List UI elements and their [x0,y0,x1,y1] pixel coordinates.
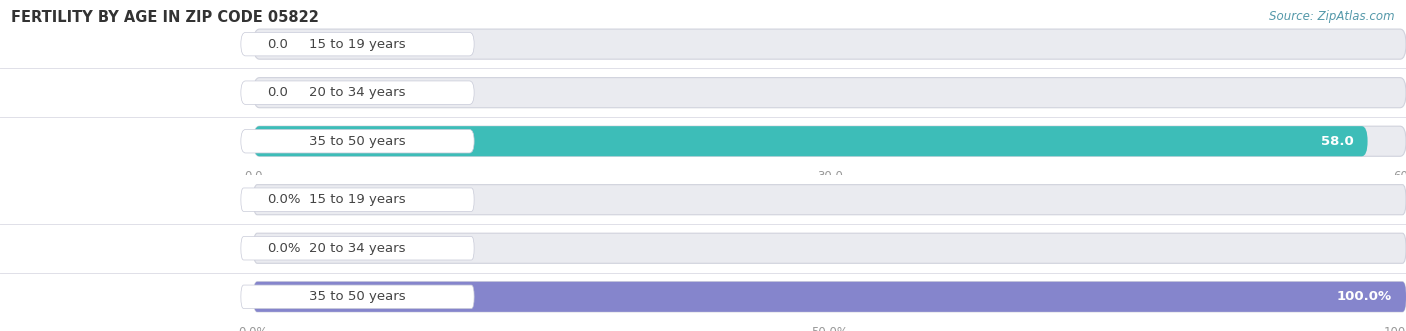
FancyBboxPatch shape [253,126,1406,156]
FancyBboxPatch shape [253,282,1406,312]
FancyBboxPatch shape [253,233,1406,263]
Text: 100.0%: 100.0% [1337,290,1392,303]
Text: 58.0: 58.0 [1322,135,1354,148]
FancyBboxPatch shape [253,78,1406,108]
FancyBboxPatch shape [253,185,1406,215]
Text: Source: ZipAtlas.com: Source: ZipAtlas.com [1270,10,1395,23]
Text: 0.0%: 0.0% [267,242,301,255]
Text: 20 to 34 years: 20 to 34 years [309,242,406,255]
FancyBboxPatch shape [240,129,474,153]
Text: 20 to 34 years: 20 to 34 years [309,86,406,99]
Text: 0.0: 0.0 [267,38,288,51]
FancyBboxPatch shape [240,237,474,260]
Text: 15 to 19 years: 15 to 19 years [309,193,406,206]
FancyBboxPatch shape [240,32,474,56]
FancyBboxPatch shape [240,285,474,308]
FancyBboxPatch shape [253,126,1368,156]
FancyBboxPatch shape [253,282,1406,312]
Text: 0.0: 0.0 [267,86,288,99]
Text: 0.0%: 0.0% [267,193,301,206]
Text: 15 to 19 years: 15 to 19 years [309,38,406,51]
Text: FERTILITY BY AGE IN ZIP CODE 05822: FERTILITY BY AGE IN ZIP CODE 05822 [11,10,319,25]
FancyBboxPatch shape [240,188,474,212]
Text: 35 to 50 years: 35 to 50 years [309,290,406,303]
Text: 35 to 50 years: 35 to 50 years [309,135,406,148]
FancyBboxPatch shape [253,29,1406,59]
FancyBboxPatch shape [240,81,474,104]
